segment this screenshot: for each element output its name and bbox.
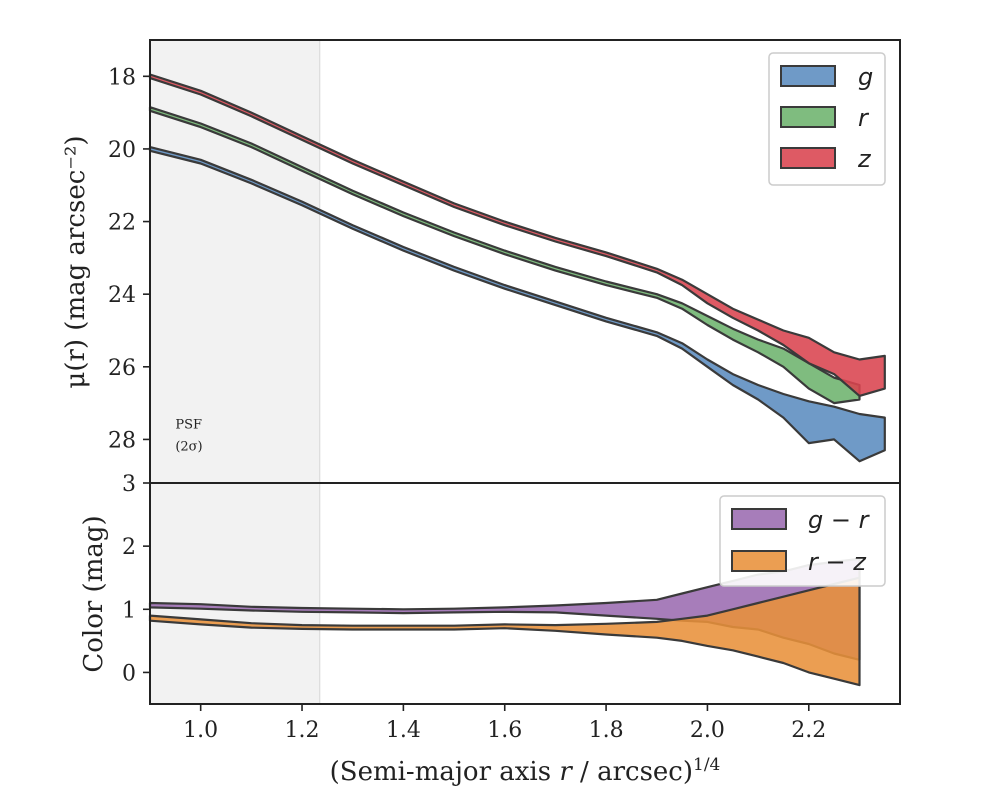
x-axis-label: (Semi-major axis r / arcsec)1/4 (330, 755, 721, 787)
xtick-label: 1.8 (589, 718, 624, 743)
band-r (148, 106, 861, 405)
bottom-ytick-label: 1 (122, 598, 136, 623)
top-ytick-label: 24 (108, 283, 136, 308)
xtick-label: 1.2 (285, 718, 320, 743)
top-series-group (148, 73, 886, 463)
psf-region-bottom (149, 482, 321, 705)
band-rz (148, 576, 861, 687)
psf-annotation-line2: (2σ) (175, 439, 202, 454)
top-ytick-label: 26 (108, 356, 136, 381)
legend-swatch-g (780, 65, 836, 87)
xtick-label: 2.0 (690, 718, 725, 743)
legend-swatch-g-minus-r (731, 508, 787, 530)
bottom-ytick-label: 3 (122, 472, 136, 497)
legend-swatch-z (780, 147, 836, 169)
legend-label-g-minus-r: g − r (808, 506, 871, 534)
bottom-y-axis-label: Color (mag) (79, 515, 109, 672)
psf-region-top (149, 39, 321, 484)
xtick-label: 2.2 (791, 718, 826, 743)
top-ytick-label: 28 (108, 428, 136, 453)
legend-swatch-r-minus-z (731, 550, 787, 572)
top-ytick-label: 22 (108, 211, 136, 236)
legend-label-r: r (858, 104, 870, 132)
bottom-y-ticks: 0 1 2 3 (122, 472, 150, 686)
bottom-series-group (148, 557, 861, 687)
xtick-label: 1.6 (487, 718, 522, 743)
legend-swatch-r (780, 106, 836, 128)
top-y-ticks: 18 20 22 24 26 28 (108, 65, 150, 453)
legend-label-r-minus-z: r − z (808, 548, 867, 576)
bottom-ytick-label: 0 (122, 661, 136, 686)
bottom-x-ticks: 1.0 1.2 1.4 1.6 1.8 2.0 2.2 (183, 704, 826, 743)
xtick-label: 1.0 (183, 718, 218, 743)
psf-annotation-line1: PSF (175, 418, 202, 433)
top-ytick-label: 20 (108, 138, 136, 163)
bottom-legend: g − r r − z (719, 495, 886, 587)
band-z (148, 73, 886, 397)
bottom-ytick-label: 2 (122, 535, 136, 560)
legend-label-z: z (857, 145, 872, 173)
band-g (148, 146, 886, 463)
top-ytick-label: 18 (108, 65, 136, 90)
top-y-axis-label: μ(r) (mag arcsec⁻²) (61, 135, 91, 388)
top-legend: g r z (768, 52, 886, 186)
xtick-label: 1.4 (386, 718, 421, 743)
legend-label-g: g (858, 63, 873, 91)
bottom-panel-frame (149, 482, 901, 705)
